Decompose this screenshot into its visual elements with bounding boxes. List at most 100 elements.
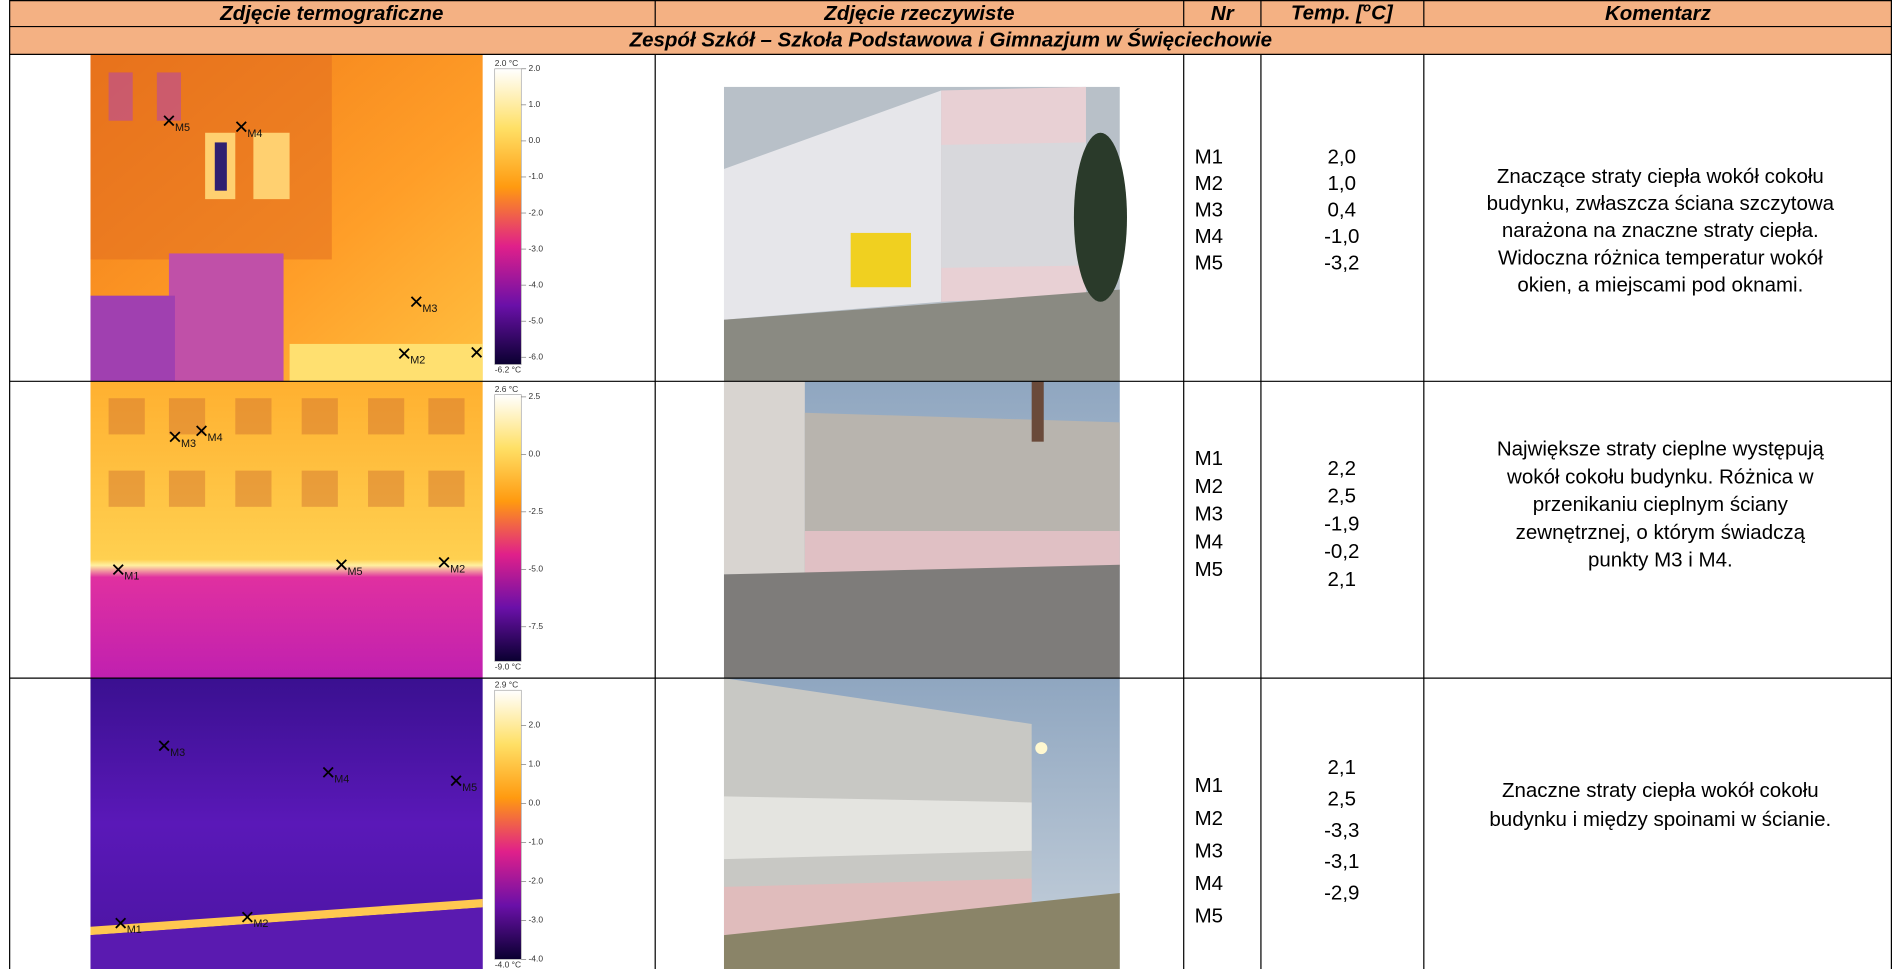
- comment-line: budynku i między spoinami w ścianie.: [1489, 808, 1831, 831]
- marker-label: M3: [422, 303, 437, 315]
- marker-label: M2: [450, 563, 465, 575]
- marker-cross: [163, 115, 175, 127]
- scale-min: -6.2 °C: [495, 365, 521, 375]
- scale-label: 0.0: [529, 449, 541, 459]
- scale-label: -3.0: [529, 915, 544, 925]
- scale-label: 2.0: [529, 63, 541, 73]
- scale-label: 1.0: [529, 99, 541, 109]
- scale-label: 0.0: [529, 798, 541, 808]
- scale-label: -5.0: [529, 315, 544, 325]
- scale-min: -4.0 °C: [495, 960, 521, 969]
- point-id: M1: [1195, 447, 1223, 470]
- point-id: M5: [1195, 904, 1223, 927]
- header-sup: o: [1363, 0, 1371, 14]
- marker-cross: [398, 348, 410, 360]
- comment-line: Znaczące straty ciepła wokół cokołu: [1497, 165, 1824, 188]
- temperature: 2,5: [1328, 485, 1357, 508]
- point-id: M4: [1195, 530, 1223, 553]
- marker-cross: [241, 911, 253, 923]
- marker-label: M4: [208, 432, 223, 444]
- point-id: M3: [1195, 199, 1223, 222]
- marker-cross: [112, 564, 124, 576]
- scale-label: 1.0: [529, 759, 541, 769]
- point-id: M5: [1195, 558, 1223, 581]
- temperature: -2,9: [1324, 882, 1359, 905]
- point-id: M2: [1195, 475, 1223, 498]
- scale-label: -1.0: [529, 171, 544, 181]
- scale-label: 0.0: [529, 135, 541, 145]
- comment-line: okien, a miejscami pod oknami.: [1517, 273, 1803, 296]
- comment-line: przenikaniu cieplnym ściany: [1533, 493, 1789, 516]
- scale-label: 2.0: [529, 720, 541, 730]
- temperature: -1,0: [1324, 225, 1359, 248]
- thermal-scale: [494, 68, 522, 365]
- marker-label: M2: [410, 355, 425, 367]
- scale-label: 2.5: [529, 391, 541, 401]
- comment-line: punkty M3 i M4.: [1588, 549, 1733, 572]
- marker-label: M3: [170, 747, 185, 759]
- scale-label: -1.0: [529, 837, 544, 847]
- temperature: -3,1: [1324, 850, 1359, 873]
- marker-label: M1: [127, 924, 142, 936]
- comment-line: zewnętrznej, o którym świadczą: [1516, 521, 1806, 544]
- marker-cross: [410, 296, 422, 308]
- point-id: M1: [1195, 146, 1223, 169]
- marker-label: M4: [247, 128, 262, 140]
- point-id: M4: [1195, 225, 1223, 248]
- marker-cross: [115, 917, 127, 929]
- header-text: C]: [1371, 2, 1394, 25]
- marker-label: M5: [348, 566, 363, 578]
- temperature: -1,9: [1324, 512, 1359, 535]
- marker-cross: [196, 425, 207, 437]
- scale-label: -2.5: [529, 506, 544, 516]
- header-cell: Nr: [1211, 2, 1235, 25]
- temperature: -3,3: [1324, 819, 1359, 842]
- scale-label: -7.5: [529, 621, 544, 631]
- point-id: M4: [1195, 872, 1223, 895]
- marker-cross: [322, 766, 334, 778]
- point-id: M3: [1195, 503, 1223, 526]
- marker-cross: [158, 740, 170, 752]
- temperature: 2,1: [1328, 756, 1357, 779]
- photos: [723, 86, 1127, 969]
- scale-label: -2.0: [529, 876, 544, 886]
- marker-label: M2: [253, 918, 268, 930]
- marker-label: M5: [175, 122, 190, 134]
- scale-label: -4.0: [529, 954, 544, 964]
- header-cell: Komentarz: [1605, 2, 1712, 25]
- marker-cross: [336, 559, 347, 571]
- scale-max: 2.6 °C: [495, 384, 519, 394]
- marker-label: M3: [181, 438, 196, 450]
- comment-line: budynku, zwłaszcza ściana szczytowa: [1487, 192, 1835, 215]
- header-cell: Zdjęcie termograficzne: [219, 2, 443, 25]
- thermal-scale: [494, 394, 522, 662]
- scale-label: -5.0: [529, 564, 544, 574]
- thermal-scale: [494, 689, 522, 960]
- comment-line: narażona na znaczne straty ciepła.: [1502, 219, 1819, 242]
- header-text: Temp. [: [1291, 2, 1365, 25]
- marker-cross: [438, 556, 450, 568]
- comment-line: Największe straty cieplne występują: [1497, 438, 1825, 461]
- point-id: M1: [1195, 774, 1223, 797]
- scale-label: -3.0: [529, 243, 544, 253]
- point-id: M2: [1195, 172, 1223, 195]
- comment-line: Znaczne straty ciepła wokół cokołu: [1502, 779, 1819, 802]
- scale-min: -9.0 °C: [495, 662, 521, 672]
- scale-max: 2.0 °C: [495, 58, 519, 68]
- point-id: M2: [1195, 807, 1223, 830]
- marker-cross: [235, 121, 247, 133]
- table-borders: [9, 0, 1892, 969]
- header-cell: Zdjęcie rzeczywiste: [823, 2, 1014, 25]
- marker-cross: [169, 431, 181, 443]
- temperature: 0,4: [1328, 199, 1357, 222]
- temperature: -0,2: [1324, 540, 1359, 563]
- header-cell: Temp. [oC]: [1291, 0, 1394, 25]
- point-id: M5: [1195, 252, 1223, 275]
- comment-line: Widoczna różnica temperatur wokół: [1498, 246, 1823, 269]
- temperature: 1,0: [1328, 172, 1357, 195]
- temperature: 2,2: [1328, 457, 1357, 480]
- marker-cross: [450, 775, 462, 787]
- scale-max: 2.9 °C: [495, 680, 519, 690]
